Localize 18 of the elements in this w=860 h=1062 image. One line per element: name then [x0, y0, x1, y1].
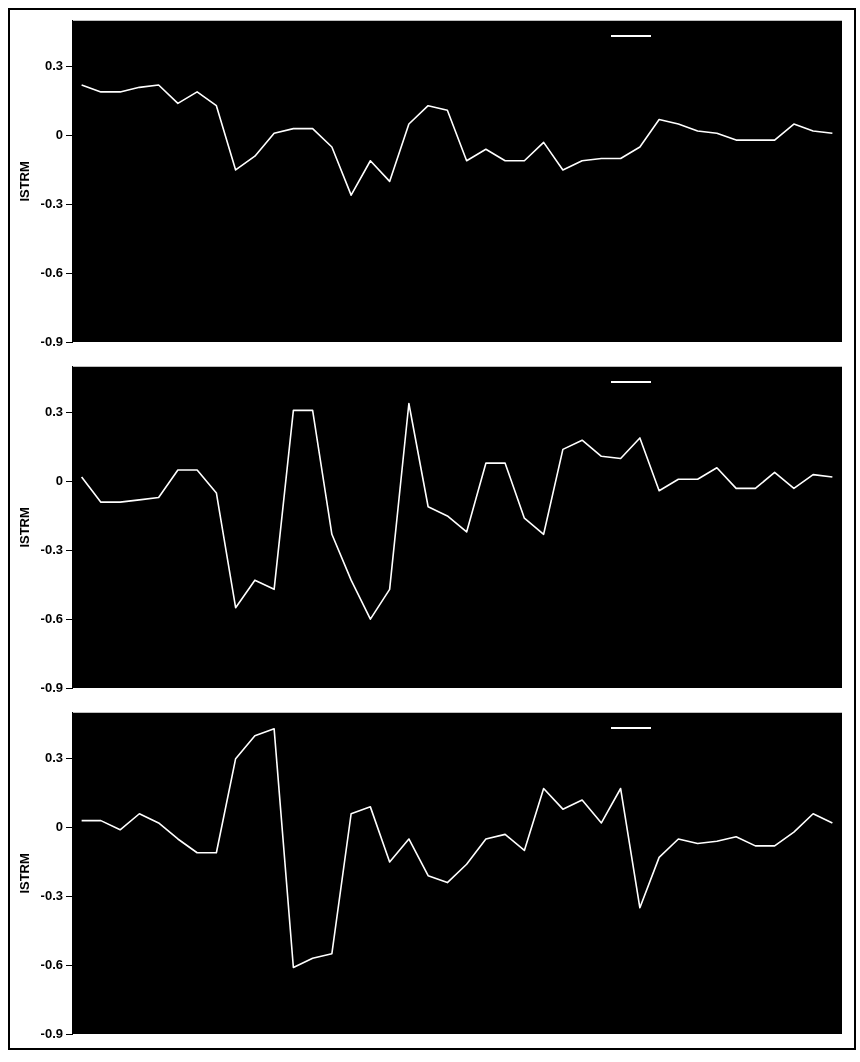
y-tick-label: -0.6: [40, 956, 63, 972]
y-tick-label: 0: [55, 127, 63, 143]
y-tick-label: -0.3: [40, 541, 63, 557]
y-tick-label: -0.6: [40, 264, 63, 280]
y-tick-label: 0.3: [44, 750, 63, 766]
y-tick-label: 0.3: [44, 404, 63, 420]
y-axis-title: ISTRM: [17, 853, 33, 894]
y-tick-label: 0: [55, 473, 63, 489]
y-tick-label: 0: [55, 819, 63, 835]
y-tick-label: -0.6: [40, 610, 63, 626]
y-axis-title: ISTRM: [17, 507, 33, 548]
y-tick-label: -0.3: [40, 195, 63, 211]
y-tick-label: -0.9: [40, 679, 63, 695]
y-tick-label: -0.3: [40, 887, 63, 903]
y-axis-title: ISTRM: [17, 161, 33, 202]
y-tick-label: -0.9: [40, 333, 63, 349]
y-tick-label: 0.3: [44, 58, 63, 74]
y-tick-label: -0.9: [40, 1025, 63, 1041]
